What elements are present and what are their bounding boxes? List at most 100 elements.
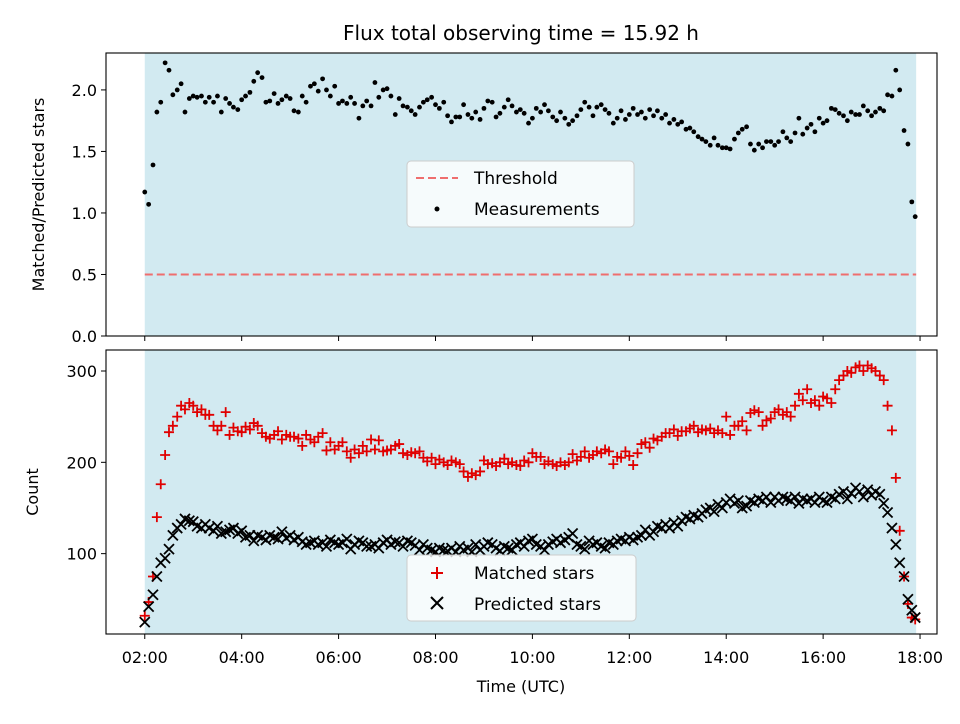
- measurement-point: [695, 134, 701, 140]
- measurement-point: [162, 60, 168, 66]
- predicted-star-point: [647, 526, 660, 538]
- measurement-point: [206, 94, 212, 100]
- matched-star-point: [309, 437, 320, 448]
- measurement-point: [881, 108, 887, 114]
- measurement-point: [768, 139, 774, 144]
- matched-star-point: [624, 450, 635, 461]
- matched-star-point: [737, 416, 748, 427]
- matched-star-point: [700, 425, 711, 436]
- matched-star-point: [814, 400, 825, 411]
- matched-star-point: [155, 479, 166, 490]
- y-tick-label: 200: [66, 453, 97, 472]
- measurement-point: [792, 130, 798, 136]
- measurement-point: [748, 141, 753, 147]
- predicted-star-point: [211, 520, 224, 532]
- matched-star-point: [220, 407, 231, 418]
- measurement-point: [178, 81, 184, 87]
- measurement-point: [885, 92, 890, 98]
- predicted-star-point: [841, 493, 853, 505]
- matched-star-point: [244, 424, 255, 435]
- measurement-point: [311, 81, 317, 87]
- matched-star-point: [802, 384, 813, 395]
- measurement-point: [764, 139, 769, 144]
- predicted-star-point: [853, 485, 866, 498]
- measurement-point: [828, 105, 834, 111]
- matched-star-point: [458, 466, 469, 477]
- measurement-point: [271, 91, 277, 97]
- matched-star-point: [482, 459, 493, 470]
- predicted-star-point: [874, 488, 886, 500]
- predicted-star-point: [740, 500, 753, 512]
- measurement-point: [574, 113, 580, 119]
- measurement-point: [816, 115, 822, 121]
- measurement-point: [291, 108, 297, 114]
- x-tick-label: 18:00: [897, 648, 943, 667]
- matched-star-point: [446, 455, 457, 466]
- measurement-point: [445, 113, 451, 119]
- measurement-point: [675, 121, 681, 127]
- measurement-point: [897, 87, 903, 93]
- measurement-point: [259, 75, 265, 81]
- measurement-point: [251, 78, 257, 84]
- matched-star-point: [172, 411, 183, 422]
- matched-star-point: [499, 453, 510, 464]
- matched-star-point: [535, 451, 546, 462]
- matched-star-point: [341, 446, 352, 457]
- matched-star-point: [632, 448, 643, 459]
- measurement-point: [267, 98, 273, 104]
- measurement-point: [315, 88, 321, 94]
- matched-star-point: [394, 439, 405, 450]
- measurement-point: [679, 119, 685, 125]
- top-y-axis-label: Matched/Predicted stars: [29, 98, 48, 292]
- top-x-ticks: [144, 336, 921, 341]
- matched-star-point: [793, 388, 804, 399]
- measurement-point: [530, 115, 535, 121]
- measurement-point: [457, 114, 463, 120]
- matched-star-point: [317, 428, 328, 439]
- measurement-point: [485, 98, 491, 104]
- predicted-star-point: [566, 527, 579, 540]
- matched-star-point: [846, 367, 857, 378]
- measurement-point: [626, 112, 632, 117]
- measurement-point: [812, 129, 818, 135]
- matched-star-point: [870, 366, 881, 377]
- predicted-star-point: [276, 526, 288, 538]
- measurement-point: [146, 201, 152, 207]
- measurement-point: [295, 109, 301, 115]
- matched-star-point: [640, 437, 651, 448]
- measurement-point: [586, 104, 592, 110]
- measurement-point: [275, 101, 281, 106]
- measurement-point: [618, 108, 624, 114]
- bottom-legend: Matched stars Predicted stars: [406, 554, 637, 622]
- matched-star-point: [741, 425, 752, 436]
- measurement-point: [327, 93, 333, 99]
- measurement-point: [364, 98, 370, 104]
- matched-star-point: [830, 384, 841, 395]
- measurement-point: [699, 136, 705, 142]
- measurement-point: [481, 105, 487, 111]
- matched-star-point: [236, 427, 247, 438]
- measurement-point: [772, 142, 778, 148]
- measurement-point: [150, 162, 156, 168]
- matched-star-point: [276, 434, 287, 445]
- predicted-star-point: [890, 538, 902, 551]
- bottom-y-axis-label: Count: [23, 468, 42, 516]
- measurement-point: [905, 141, 911, 147]
- measurement-point: [784, 135, 790, 141]
- matched-star-point: [163, 427, 174, 438]
- measurement-point: [336, 101, 341, 106]
- predicted-star-point: [139, 616, 151, 628]
- matched-star-point: [910, 614, 921, 625]
- measurement-point: [570, 118, 576, 124]
- matched-star-point: [523, 457, 534, 468]
- matched-star-point: [216, 420, 227, 431]
- measurement-point: [655, 108, 660, 114]
- predicted-star-point: [716, 502, 728, 514]
- x-tick-label: 08:00: [412, 648, 458, 667]
- matched-star-point: [301, 429, 312, 440]
- matched-star-point: [761, 415, 772, 426]
- matched-star-point: [765, 413, 776, 424]
- measurement-point: [202, 99, 208, 105]
- matched-star-point: [293, 433, 304, 444]
- measurement-point: [727, 146, 733, 152]
